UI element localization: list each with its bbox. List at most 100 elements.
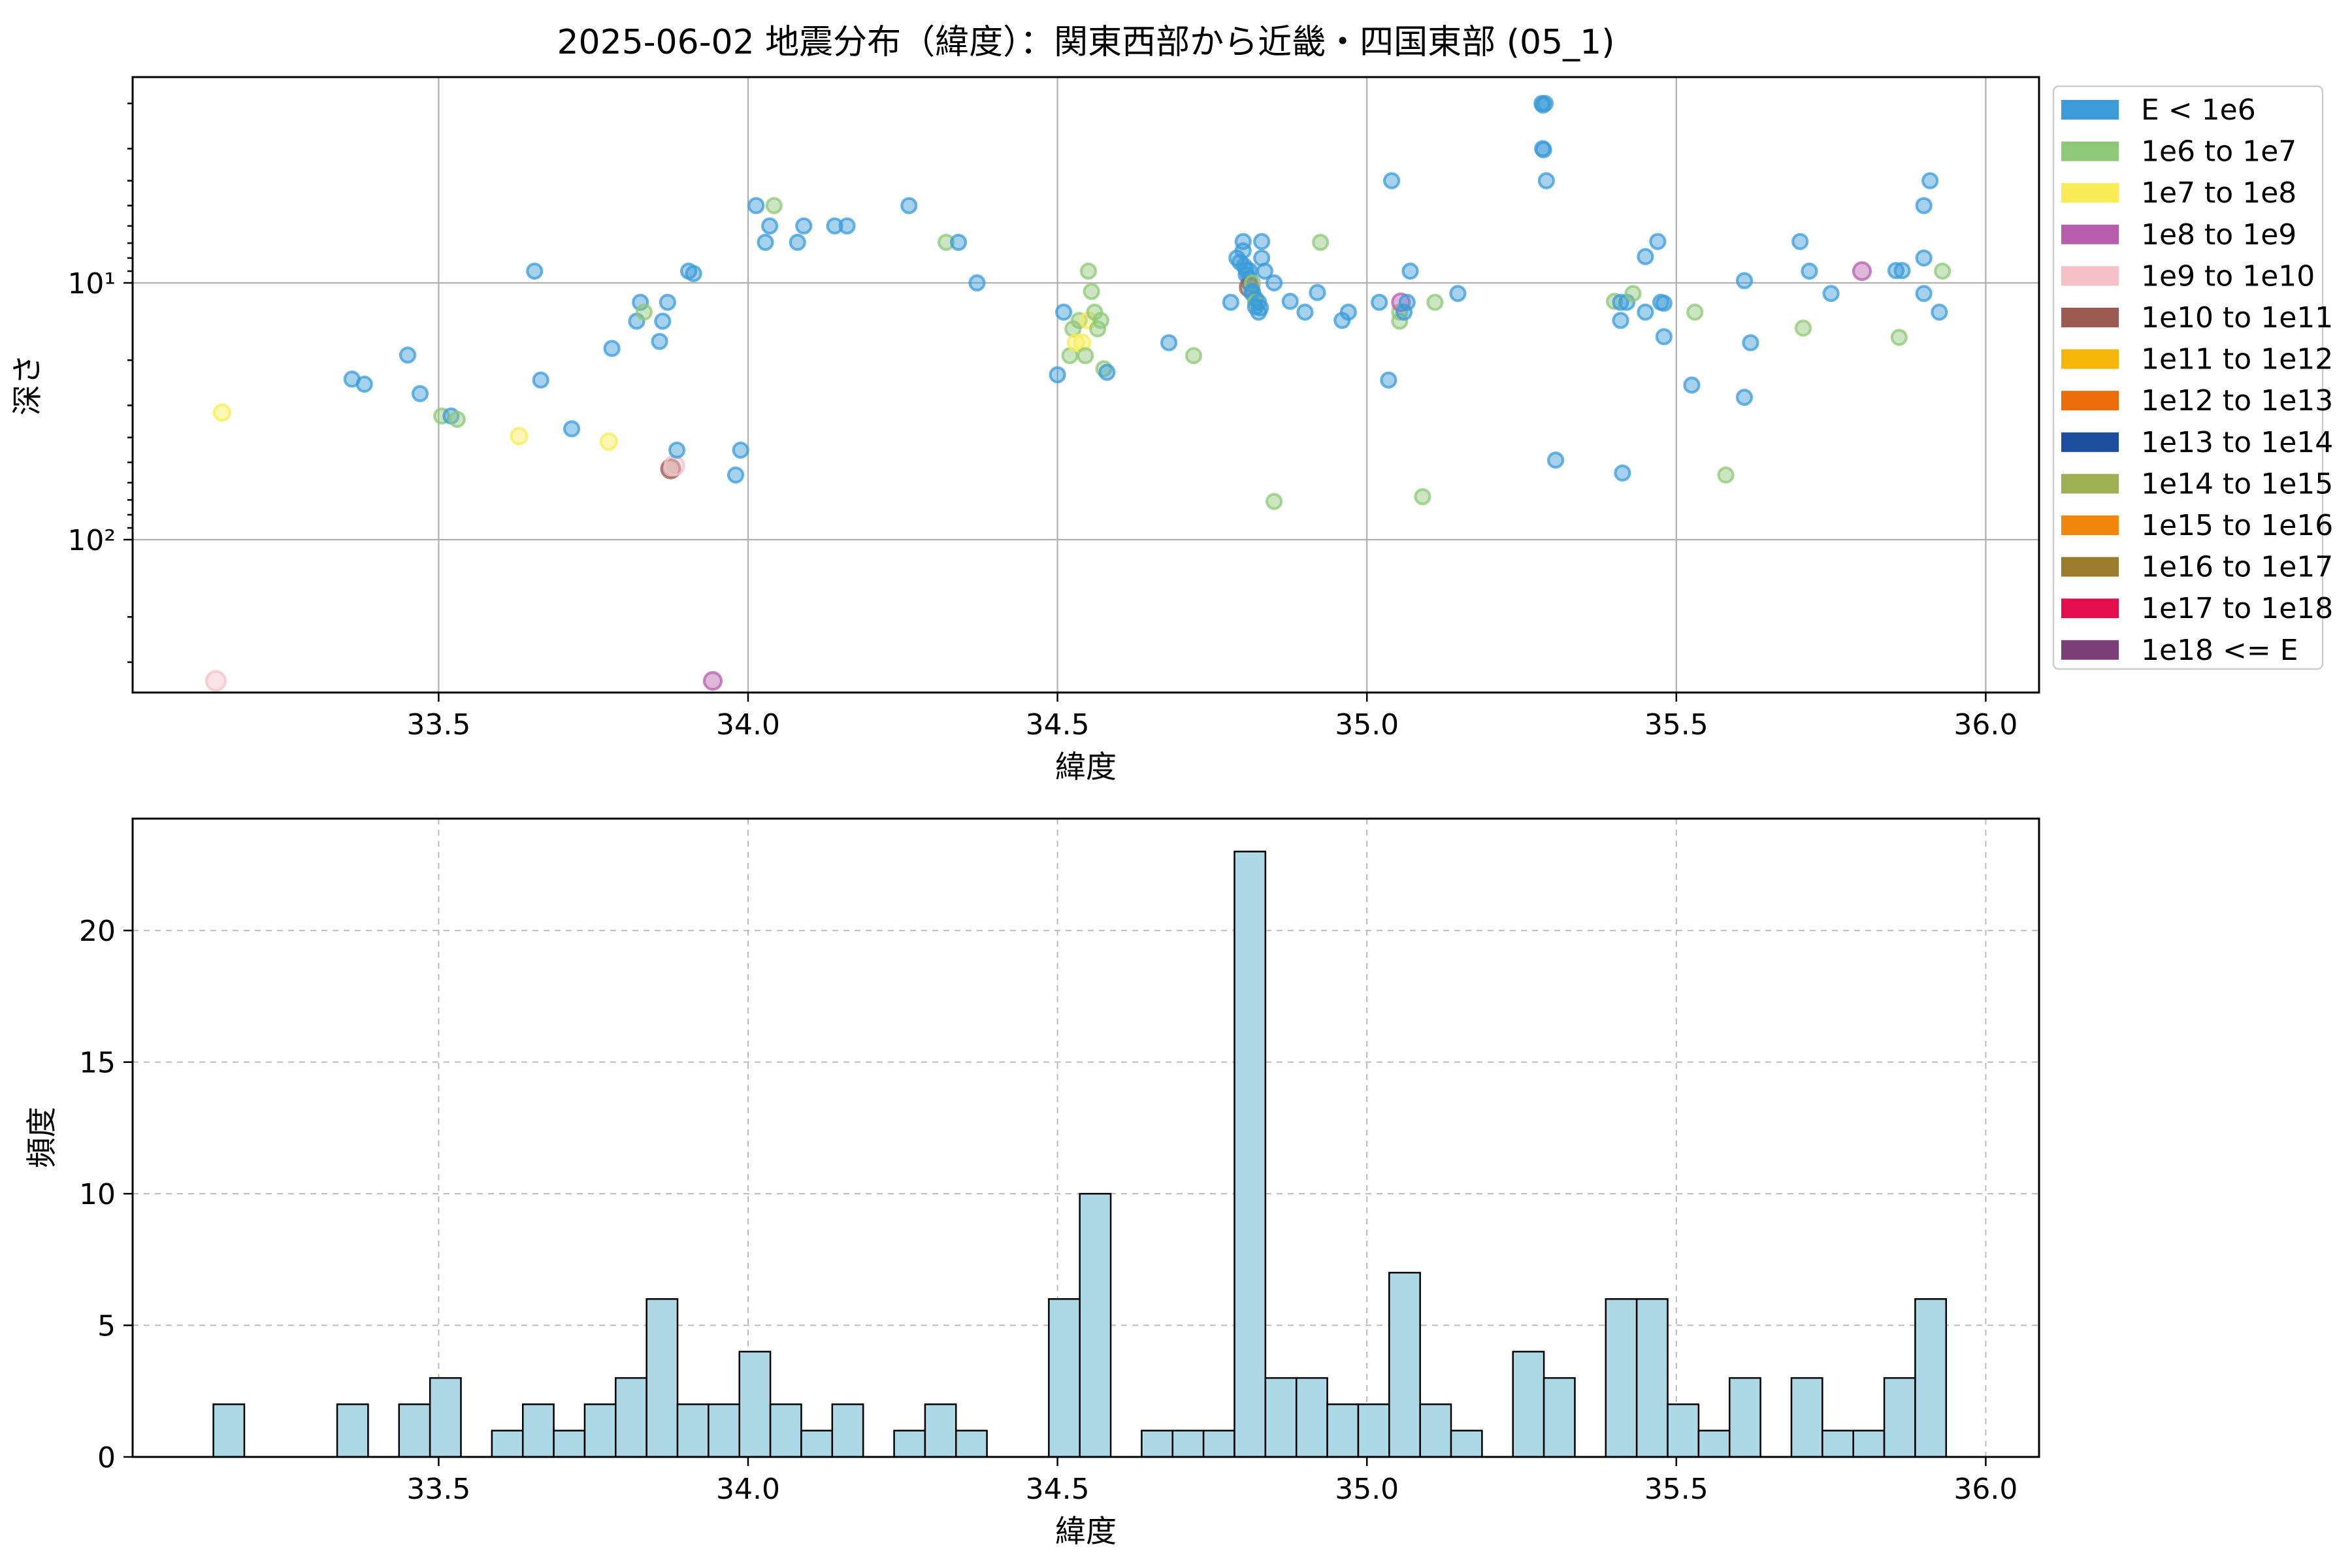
- histogram-xtick-label: 34.5: [1026, 1473, 1090, 1506]
- histogram-bar: [491, 1429, 524, 1458]
- scatter-point: [532, 371, 549, 389]
- scatter-point: [1222, 293, 1239, 311]
- scatter-point: [1256, 262, 1274, 280]
- scatter-xtick-label: 35.0: [1335, 708, 1399, 742]
- scatter-point: [732, 441, 749, 459]
- histogram-ytick-label: 15: [79, 1047, 116, 1080]
- scatter-point: [1546, 451, 1565, 469]
- legend-entry-label: 1e15 to 1e16: [2141, 509, 2333, 542]
- histogram-bar: [1512, 1350, 1545, 1458]
- scatter-grid: [133, 77, 2039, 693]
- scatter-point: [1079, 262, 1098, 280]
- histogram-ytick-label: 20: [79, 915, 116, 948]
- legend-entry-label: 1e7 to 1e8: [2141, 176, 2296, 210]
- histogram-xtick-label: 36.0: [1953, 1473, 2017, 1506]
- scatter-point: [1612, 312, 1629, 329]
- histogram-bar: [1079, 1192, 1112, 1458]
- legend-swatch: [2061, 266, 2119, 286]
- legend-entry-label: E < 1e6: [2141, 93, 2256, 127]
- scatter-point: [1852, 261, 1872, 282]
- histogram-bar: [1914, 1298, 1948, 1458]
- histogram-bar: [1852, 1429, 1886, 1458]
- scatter-point: [1077, 347, 1094, 365]
- scatter-point: [1414, 488, 1431, 506]
- scatter-point: [1371, 293, 1388, 311]
- histogram-bar: [1326, 1403, 1360, 1458]
- scatter-xtick-label: 34.5: [1026, 708, 1090, 742]
- scatter-point: [355, 375, 373, 393]
- legend-entry-label: 1e10 to 1e11: [2141, 301, 2333, 335]
- scatter-point: [563, 420, 581, 438]
- scatter-point: [1649, 233, 1667, 250]
- legend-swatch: [2061, 224, 2119, 244]
- scatter-point: [1184, 347, 1203, 365]
- scatter-point: [1794, 319, 1812, 337]
- scatter-point: [761, 217, 779, 235]
- scatter-point: [1066, 333, 1086, 352]
- scatter-point: [1624, 285, 1642, 302]
- scatter-point: [659, 293, 676, 311]
- legend-entry-label: 1e6 to 1e7: [2141, 135, 2296, 169]
- histogram-bar: [1357, 1403, 1390, 1458]
- scatter-point: [685, 265, 702, 282]
- histogram-bar: [1635, 1298, 1669, 1458]
- histogram-bar: [1264, 1377, 1298, 1458]
- scatter-point: [826, 217, 843, 235]
- scatter-point: [1791, 233, 1809, 250]
- scatter-point: [204, 670, 227, 692]
- histogram-bar: [1883, 1377, 1916, 1458]
- legend-box: [2052, 85, 2324, 670]
- scatter-point: [1537, 172, 1555, 189]
- scatter-points: [204, 95, 1952, 692]
- legend-swatch: [2061, 432, 2119, 452]
- histogram-bar: [1141, 1429, 1174, 1458]
- scatter-point: [668, 441, 686, 459]
- scatter-point: [1252, 299, 1269, 317]
- scatter-point: [1391, 312, 1409, 330]
- scatter-point: [510, 427, 529, 446]
- scatter-point: [1915, 285, 1933, 302]
- histogram-bar: [676, 1403, 710, 1458]
- histogram-bar: [1388, 1271, 1421, 1458]
- scatter-point: [1933, 262, 1952, 280]
- scatter-point: [635, 303, 653, 321]
- histogram-bar: [769, 1403, 802, 1458]
- histogram-bar: [583, 1403, 617, 1458]
- histogram-bar: [1697, 1429, 1731, 1458]
- legend-swatch: [2061, 100, 2119, 120]
- histogram-bar: [1048, 1298, 1081, 1458]
- legend-swatch: [2061, 308, 2119, 327]
- scatter-point: [1380, 371, 1397, 389]
- histogram-frame: [131, 817, 2040, 1458]
- histogram-bar: [893, 1429, 926, 1458]
- histogram-bar: [1233, 851, 1267, 1458]
- histogram-bars: [212, 851, 1948, 1458]
- histogram-bar: [1790, 1377, 1823, 1458]
- histogram-bar: [708, 1403, 740, 1458]
- legend-swatch: [2061, 640, 2119, 660]
- scatter-point: [1398, 293, 1416, 311]
- legend-entry-label: 1e8 to 1e9: [2141, 218, 2296, 252]
- histogram-bar: [212, 1403, 246, 1458]
- scatter-yaxis-label: 深さ: [10, 354, 46, 416]
- tick-labels: 33.5 34.0 34.5 35.0 35.5 36.0 10¹ 10² 33.5 34.0 34…: [67, 267, 2017, 1506]
- chart-title: 2025-06-02 地震分布（緯度）：関東西部から近畿・四国東部 (05_1): [557, 23, 1614, 62]
- legend-entry-label: 1e16 to 1e17: [2141, 551, 2333, 584]
- scatter-point: [949, 233, 968, 252]
- histogram-bar: [955, 1429, 988, 1458]
- scatter-point: [938, 233, 955, 252]
- histogram-bar: [336, 1403, 369, 1458]
- histogram-bar: [1202, 1429, 1235, 1458]
- scatter-point: [448, 410, 466, 428]
- histogram-bar: [1729, 1377, 1761, 1458]
- histogram-bar: [800, 1429, 834, 1458]
- scatter-xtick-label: 34.0: [716, 708, 780, 742]
- legend-swatch: [2061, 515, 2119, 535]
- scatter-point: [1890, 329, 1908, 346]
- scatter-point: [1637, 303, 1654, 321]
- scatter-point: [702, 671, 723, 691]
- scatter-point: [1312, 233, 1330, 252]
- scatter-xtick-label: 33.5: [406, 708, 470, 742]
- legend-entry-label: 1e9 to 1e10: [2141, 259, 2315, 293]
- scatter-point: [1160, 334, 1178, 351]
